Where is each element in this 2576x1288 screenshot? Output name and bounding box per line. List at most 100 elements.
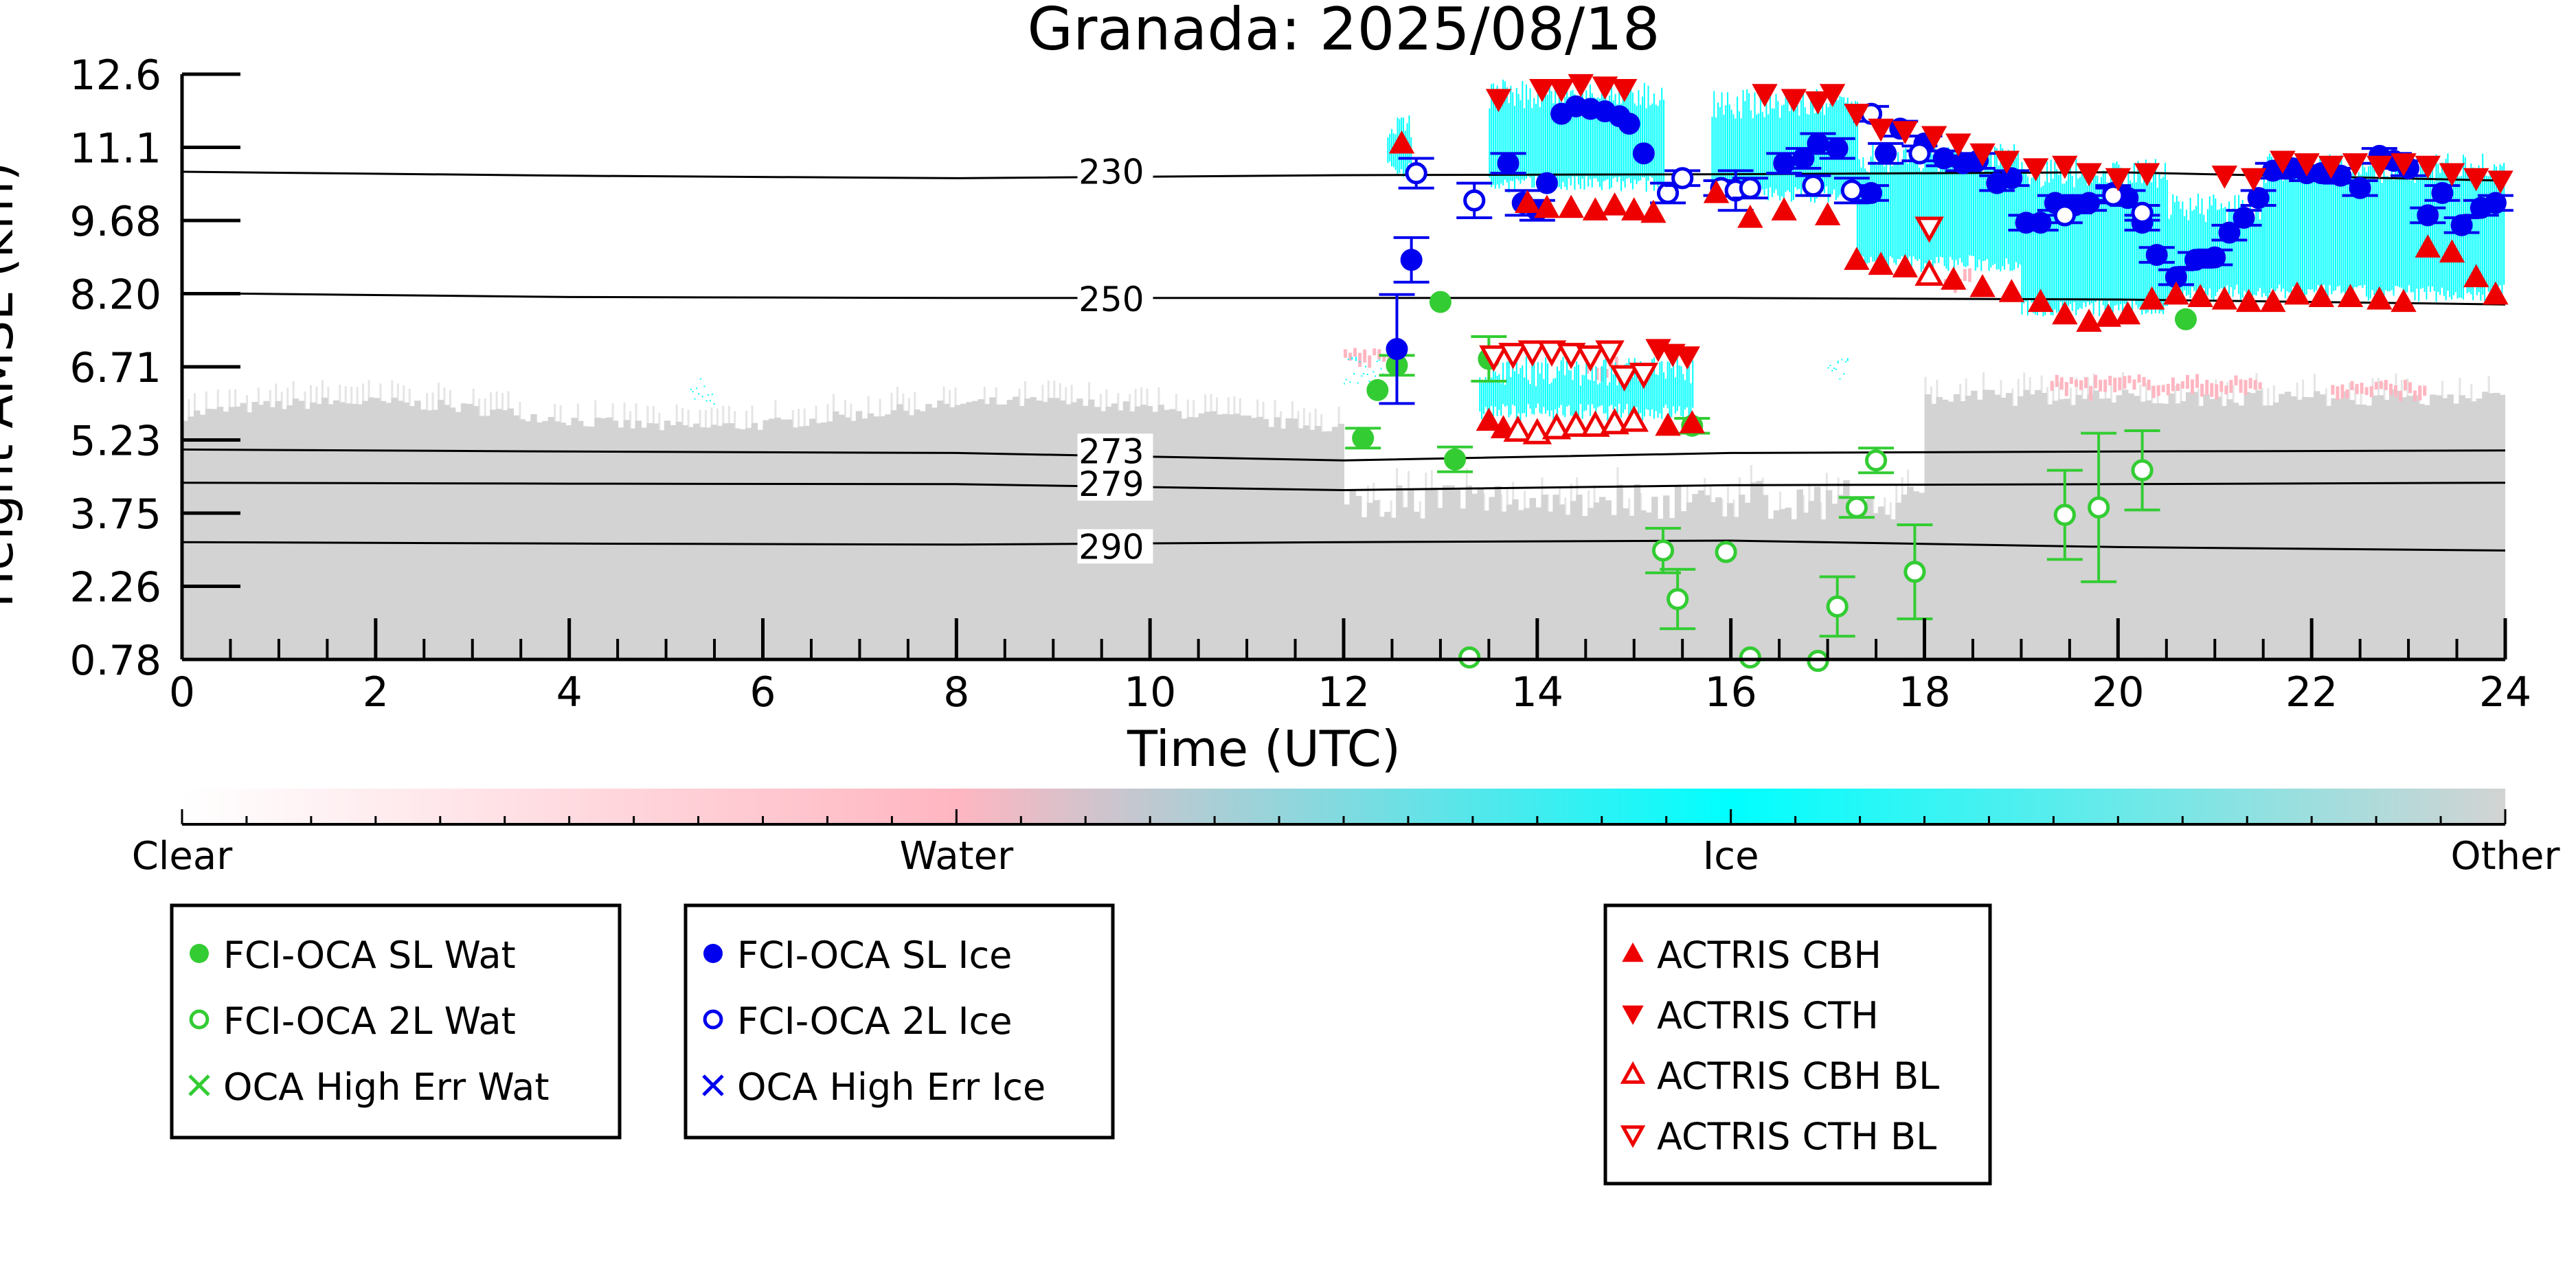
other-speckle [2261,387,2263,406]
other-signal [2267,405,2274,659]
ice-signal [1796,102,1798,190]
other-speckle [1436,490,1439,508]
ice-signal [1839,378,1841,380]
marker-filled-circle [1826,137,1849,160]
other-signal [2075,394,2082,659]
ice-signal [2120,168,2122,304]
other-signal [937,400,944,659]
ice-signal [1879,163,1882,262]
ice-signal [2035,167,2037,315]
other-signal [1524,508,1530,659]
other-signal [1344,504,1351,659]
marker-triangle [1844,247,1870,270]
ice-signal [1647,364,1649,410]
other-speckle [710,407,713,425]
ice-signal [1578,364,1580,418]
ice-signal [1926,159,1928,265]
ice-signal [2089,164,2091,305]
other-signal [2325,405,2332,659]
other-speckle [1761,477,1764,495]
water-signal [2185,374,2189,389]
ice-signal [2288,161,2290,293]
other-signal [2244,392,2250,659]
marker-open-circle [189,1009,210,1030]
other-signal [1610,515,1618,659]
marker-triangle [1814,202,1841,226]
ice-signal [1831,370,1833,372]
ice-signal [1684,380,1686,409]
ice-signal [1618,91,1620,177]
ice-signal [1649,363,1651,416]
water-signal [2074,379,2078,387]
other-signal [1889,519,1897,659]
ice-signal [1868,172,1870,263]
other-signal [501,410,508,659]
other-signal [710,425,717,659]
water-signal [2219,381,2224,392]
other-signal [374,398,381,659]
ice-signal [2348,182,2350,299]
other-signal [1419,518,1426,659]
other-signal [2023,389,2030,659]
ice-signal [1512,92,1514,181]
other-speckle [350,386,353,404]
ice-signal [705,400,708,402]
ice-signal [2270,156,2272,289]
ice-signal [1912,151,1914,257]
ice-signal [1631,92,1634,190]
ice-signal [1624,83,1626,188]
other-speckle [1157,387,1160,405]
ice-signal [1514,371,1516,406]
legend-label: ACTRIS CBH [1657,934,1882,977]
other-speckle [519,402,521,420]
other-speckle [501,392,504,411]
other-signal [2464,398,2472,659]
other-signal [1396,485,1403,659]
ice-signal [1690,383,1692,417]
marker-triangle [2308,284,2334,307]
ice-signal [1957,162,1959,265]
other-speckle [1291,401,1293,419]
ice-signal [1603,83,1605,182]
other-signal [368,397,375,659]
marker-triangle [2439,239,2465,263]
ice-signal [2331,180,2333,295]
ice-signal [1546,94,1548,192]
other-signal [832,411,839,659]
marker-open-circle [1840,179,1863,202]
ice-signal [1616,385,1618,419]
ice-signal [708,394,710,396]
other-speckle [954,387,957,405]
ice-signal [690,388,692,390]
other-speckle [2267,387,2270,406]
ice-signal [1910,155,1912,272]
other-speckle [1210,394,1212,411]
other-speckle [1041,384,1044,403]
chart-title: Granada: 2025/08/18 [1027,0,1660,64]
other-speckle [205,391,207,409]
ice-signal [1889,157,1891,257]
other-speckle [1616,467,1619,485]
other-signal [722,423,729,659]
ice-signal [2492,170,2494,297]
other-speckle [1117,393,1120,411]
other-signal [547,417,555,659]
ice-signal [2143,164,2145,310]
other-speckle [2348,383,2351,400]
ice-signal [2329,154,2331,286]
ice-signal [1990,152,1992,268]
other-signal [2232,403,2239,659]
ice-signal [2085,173,2087,307]
other-signal [1245,415,1252,659]
other-speckle [722,405,725,424]
other-signal [420,409,427,659]
other-speckle [2459,378,2461,396]
other-speckle [2383,382,2386,400]
ice-signal [1579,97,1581,189]
isotherm-label-bg [1077,154,1153,189]
other-signal [2459,395,2465,659]
water-signal [1358,352,1362,368]
marker-open-circle [1845,496,1868,519]
ice-signal [1589,84,1591,179]
other-signal [821,422,828,659]
